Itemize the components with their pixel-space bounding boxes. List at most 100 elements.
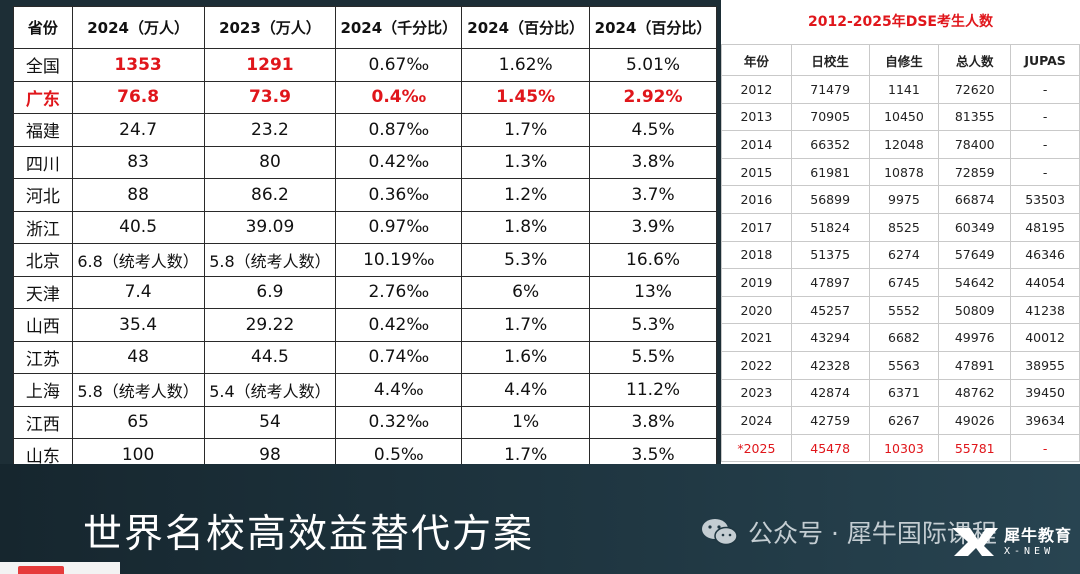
value-cell: 4.5%	[589, 113, 717, 147]
count-cell: 48762	[938, 378, 1012, 408]
dse-row: 2013 70905 10450 81355-	[721, 102, 1080, 132]
count-cell: 10878	[868, 157, 940, 187]
value-cell: 1.45%	[461, 80, 591, 114]
count-cell: 6274	[868, 240, 940, 270]
value-cell: 1.3%	[461, 145, 591, 179]
count-cell: 44054	[1010, 268, 1080, 297]
count-cell: 6682	[868, 323, 940, 352]
value-cell: 2.92%	[589, 80, 717, 114]
year-cell: 2021	[721, 323, 792, 352]
dse-row: 2022 42328 5563 47891 38955	[721, 350, 1080, 380]
dse-row: 2018 51375 6274 57649 46346	[721, 240, 1080, 270]
dse-table: 年份 日校生 自修生 总人数 JUPAS 2012 71479 1141 72620-2013 7…	[721, 44, 1080, 463]
column-header: 2024（百分比）	[589, 6, 717, 49]
count-cell: 47891	[938, 350, 1012, 380]
count-cell: 66352	[790, 130, 870, 159]
count-cell: 9975	[868, 185, 940, 214]
count-cell: 12048	[868, 130, 940, 159]
rhino-logo-icon	[952, 528, 998, 556]
table-row: 广东 76.8 73.9 0.4‰ 1.45% 2.92%	[13, 80, 717, 114]
province-cell: 江西	[13, 405, 73, 439]
dse-row: 2020 45257 5552 50809 41238	[721, 295, 1080, 325]
value-cell: 1291	[203, 48, 337, 82]
count-cell: 49976	[938, 323, 1012, 352]
value-cell: 1.7%	[461, 308, 591, 342]
value-cell: 35.4	[71, 308, 205, 342]
value-cell: 5.8（统考人数）	[203, 243, 337, 277]
count-cell: 42759	[790, 406, 870, 435]
value-cell: 0.32‰	[335, 405, 463, 439]
dse-row: 2019 47897 6745 54642 44054	[721, 268, 1080, 297]
table-row: 江西 65 54 0.32‰ 1% 3.8%	[13, 405, 717, 439]
dse-column-header: JUPAS	[1010, 44, 1080, 76]
table-row: 山西 35.4 29.22 0.42‰ 1.7% 5.3%	[13, 308, 717, 342]
count-cell: 47897	[790, 268, 870, 297]
value-cell: 54	[203, 405, 337, 439]
value-cell: 7.4	[71, 275, 205, 309]
count-cell: 72620	[938, 75, 1012, 104]
count-cell: 1141	[868, 75, 940, 104]
table-row: 江苏 48 44.5 0.74‰ 1.6% 5.5%	[13, 340, 717, 374]
province-cell: 全国	[13, 48, 73, 82]
count-cell: -	[1010, 157, 1080, 187]
dse-column-header: 日校生	[790, 44, 870, 76]
value-cell: 86.2	[203, 178, 337, 212]
bottom-banner	[0, 464, 1080, 574]
dse-row: 2017 51824 8525 60349 48195	[721, 212, 1080, 242]
value-cell: 2.76‰	[335, 275, 463, 309]
province-cell: 北京	[13, 243, 73, 277]
count-cell: 41238	[1010, 295, 1080, 325]
value-cell: 48	[71, 340, 205, 374]
value-cell: 80	[203, 145, 337, 179]
count-cell: 8525	[868, 212, 940, 242]
value-cell: 1353	[71, 48, 205, 82]
count-cell: 71479	[790, 75, 870, 104]
dse-row: 2016 56899 9975 66874 53503	[721, 185, 1080, 214]
column-header: 2024（百分比）	[461, 6, 591, 49]
value-cell: 23.2	[203, 113, 337, 147]
value-cell: 40.5	[71, 210, 205, 244]
province-cell: 四川	[13, 145, 73, 179]
value-cell: 65	[71, 405, 205, 439]
count-cell: 66874	[938, 185, 1012, 214]
table-row: 上海 5.8（统考人数） 5.4（统考人数） 4.4‰ 4.4% 11.2%	[13, 373, 717, 407]
column-header: 省份	[13, 6, 73, 49]
value-cell: 13%	[589, 275, 717, 309]
dse-row: 2024 42759 6267 49026 39634	[721, 406, 1080, 435]
value-cell: 44.5	[203, 340, 337, 374]
year-cell: 2018	[721, 240, 792, 270]
value-cell: 73.9	[203, 80, 337, 114]
value-cell: 6.9	[203, 275, 337, 309]
column-header: 2024（千分比）	[335, 6, 463, 49]
count-cell: 45478	[790, 433, 870, 463]
count-cell: 45257	[790, 295, 870, 325]
value-cell: 16.6%	[589, 243, 717, 277]
value-cell: 39.09	[203, 210, 337, 244]
count-cell: 60349	[938, 212, 1012, 242]
value-cell: 11.2%	[589, 373, 717, 407]
value-cell: 6.8（统考人数）	[71, 243, 205, 277]
table-header-row: 省份 2024（万人） 2023（万人） 2024（千分比） 2024（百分比） 2024…	[13, 6, 717, 49]
value-cell: 76.8	[71, 80, 205, 114]
value-cell: 6%	[461, 275, 591, 309]
count-cell: 53503	[1010, 185, 1080, 214]
count-cell: 51824	[790, 212, 870, 242]
count-cell: 6745	[868, 268, 940, 297]
dse-header-row: 年份 日校生 自修生 总人数 JUPAS	[721, 44, 1080, 76]
count-cell: 56899	[790, 185, 870, 214]
count-cell: 81355	[938, 102, 1012, 132]
value-cell: 5.4（统考人数）	[203, 373, 337, 407]
value-cell: 1.62%	[461, 48, 591, 82]
value-cell: 1%	[461, 405, 591, 439]
value-cell: 5.3%	[461, 243, 591, 277]
province-cell: 山西	[13, 308, 73, 342]
dse-row: 2012 71479 1141 72620-	[721, 75, 1080, 104]
dse-table-panel: 2012-2025年DSE考生人数 年份 日校生 自修生 总人数 JUPAS 2012 71…	[721, 0, 1080, 464]
value-cell: 83	[71, 145, 205, 179]
year-cell: 2022	[721, 350, 792, 380]
table-row: 四川 83 80 0.42‰ 1.3% 3.8%	[13, 145, 717, 179]
slogan-text: 世界名校高效益替代方案	[83, 512, 535, 557]
value-cell: 0.42‰	[335, 308, 463, 342]
dse-row: 2021 43294 6682 49976 40012	[721, 323, 1080, 352]
wechat-icon	[702, 519, 738, 546]
